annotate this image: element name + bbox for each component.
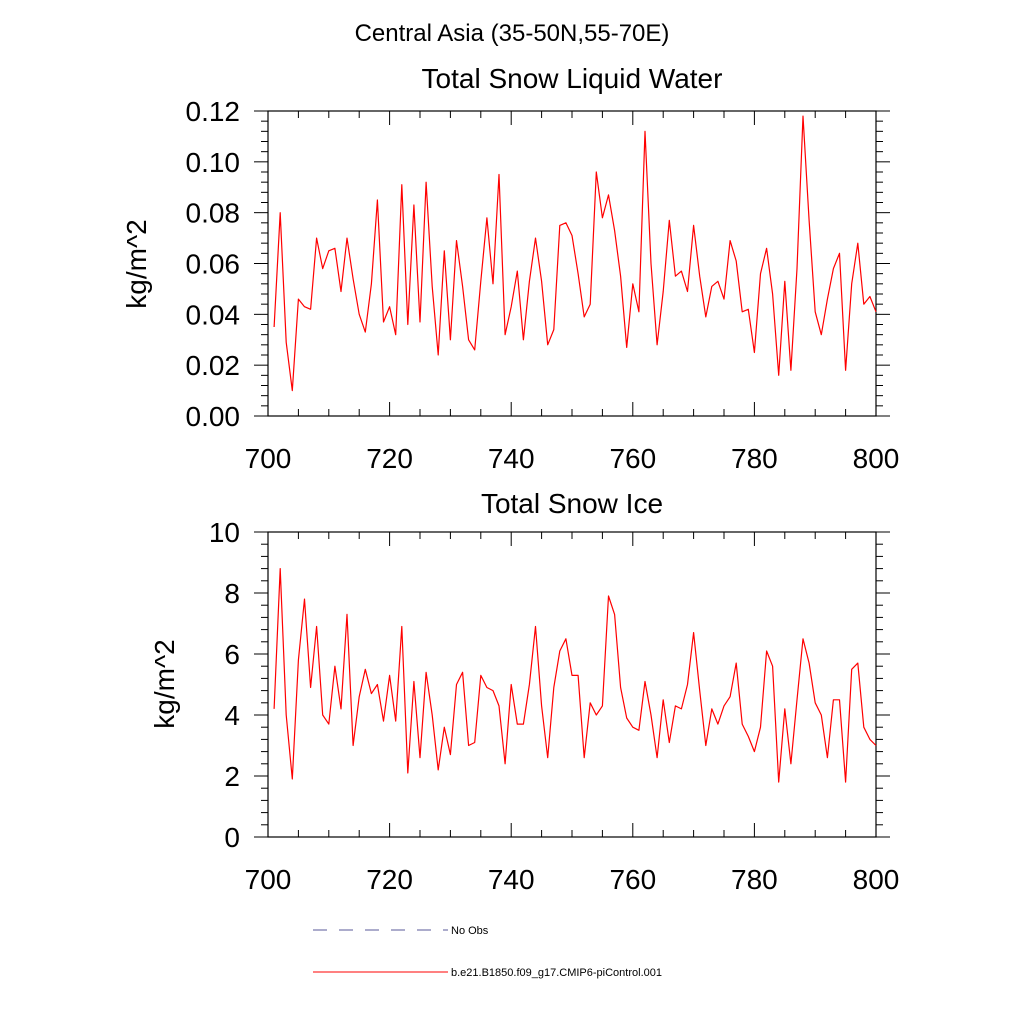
y-tick-label: 0.02 [186, 350, 241, 381]
panel-snow-ice: Total Snow Ice kg/m^2 700 720 740 760 780 800… [149, 488, 899, 895]
x-tick-label: 780 [731, 443, 778, 474]
y-tick-label: 8 [224, 578, 240, 609]
y-tick-label: 0.10 [186, 147, 241, 178]
plot-frame [267, 110, 877, 417]
y-tick-label: 0.00 [186, 401, 241, 432]
y-tick-label: 2 [224, 761, 240, 792]
y-axis-label: kg/m^2 [149, 639, 180, 728]
series-group [273, 115, 877, 392]
y-tick-label: 0.06 [186, 249, 241, 280]
x-tick-labels: 700 720 740 760 780 800 [245, 443, 900, 474]
y-tick-labels: 0 2 4 6 8 10 [209, 517, 240, 853]
y-tick-label: 0.12 [186, 96, 241, 127]
x-tick-label: 760 [609, 443, 656, 474]
y-tick-labels: 0.00 0.02 0.04 0.06 0.08 0.10 0.12 [186, 96, 241, 432]
series-line [273, 115, 877, 392]
y-axis-label: kg/m^2 [121, 219, 152, 308]
x-tick-label: 760 [609, 864, 656, 895]
legend-label-picontrol: b.e21.B1850.f09_g17.CMIP6-piControl.001 [451, 967, 662, 979]
y-tick-label: 6 [224, 639, 240, 670]
series-line [273, 567, 877, 783]
x-tick-label: 700 [245, 864, 292, 895]
series-group [273, 567, 877, 783]
axis-ticks [254, 110, 890, 417]
legend: No Obs b.e21.B1850.f09_g17.CMIP6-piContr… [313, 925, 662, 979]
x-tick-label: 800 [853, 864, 900, 895]
x-tick-label: 740 [488, 864, 535, 895]
panel-snow-liquid-water: Total Snow Liquid Water kg/m^2 700 720 740… [121, 63, 899, 474]
panel-title: Total Snow Liquid Water [422, 63, 723, 94]
y-tick-label: 0.04 [186, 299, 241, 330]
y-tick-label: 0 [224, 822, 240, 853]
x-tick-label: 720 [366, 443, 413, 474]
x-tick-labels: 700 720 740 760 780 800 [245, 864, 900, 895]
main-title: Central Asia (35-50N,55-70E) [355, 20, 670, 47]
axis-ticks [254, 531, 890, 838]
x-tick-label: 740 [488, 443, 535, 474]
x-tick-label: 720 [366, 864, 413, 895]
panel-title: Total Snow Ice [481, 488, 663, 519]
x-tick-label: 780 [731, 864, 778, 895]
plot-frame [267, 531, 877, 838]
y-tick-label: 4 [224, 700, 240, 731]
legend-label-no-obs: No Obs [451, 925, 489, 937]
y-tick-label: 10 [209, 517, 240, 548]
x-tick-label: 700 [245, 443, 292, 474]
y-tick-label: 0.08 [186, 198, 241, 229]
x-tick-label: 800 [853, 443, 900, 474]
